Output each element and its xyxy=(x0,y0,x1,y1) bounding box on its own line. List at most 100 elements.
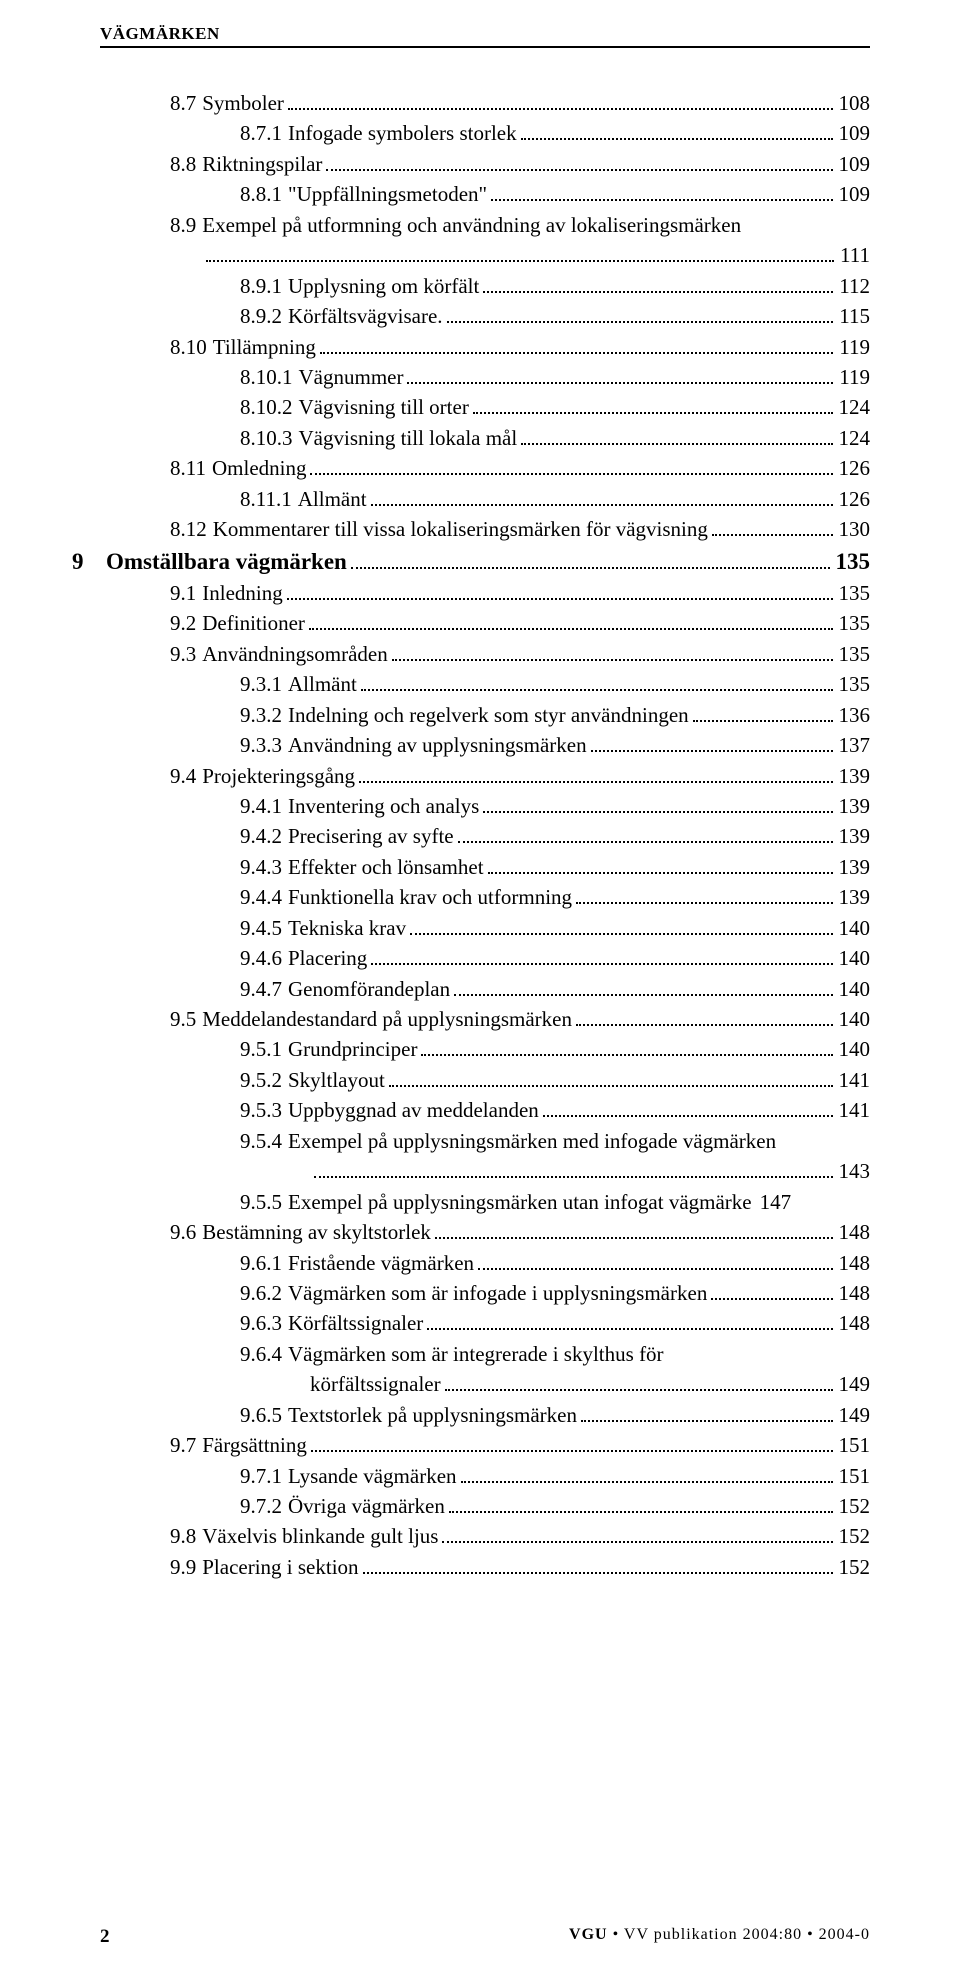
toc-title: Riktningspilar xyxy=(196,149,322,179)
toc-entry: 9.6.3Körfältssignaler148 xyxy=(100,1308,870,1338)
toc-leader xyxy=(461,1481,833,1483)
toc-leader xyxy=(288,108,833,110)
toc-number: 9.8 xyxy=(170,1521,196,1551)
toc-title: Effekter och lönsamhet xyxy=(282,852,484,882)
toc-leader xyxy=(711,1298,832,1300)
toc-leader xyxy=(576,1024,833,1026)
toc-entry: 8.10Tillämpning119 xyxy=(100,332,870,362)
toc-leader xyxy=(389,1085,833,1087)
page-header: VÄGMÄRKEN xyxy=(100,24,870,48)
toc-entry: 9.2Definitioner135 xyxy=(100,608,870,638)
toc-title: Bestämning av skyltstorlek xyxy=(196,1217,431,1247)
toc-number: 8.12 xyxy=(170,514,207,544)
toc-entry: 9.7Färgsättning151 xyxy=(100,1430,870,1460)
toc-page: 140 xyxy=(837,1004,871,1034)
toc-entry: 9.6.4Vägmärken som är integrerade i skyl… xyxy=(100,1339,870,1369)
footer-publication: VGU • VV publikation 2004:80 • 2004-0 xyxy=(569,1926,870,1948)
toc-entry: 8.8Riktningspilar109 xyxy=(100,149,870,179)
toc-leader xyxy=(478,1268,832,1270)
toc-title: Placering xyxy=(282,943,367,973)
toc-title: Inledning xyxy=(196,578,282,608)
toc-leader xyxy=(491,199,832,201)
toc-entry: 8.7Symboler108 xyxy=(100,88,870,118)
toc-leader xyxy=(326,169,832,171)
toc-page: 139 xyxy=(837,761,871,791)
toc-title: Projekteringsgång xyxy=(196,761,355,791)
toc-page: 152 xyxy=(837,1491,871,1521)
toc-page: 115 xyxy=(837,301,870,331)
toc-entry: 9.1Inledning135 xyxy=(100,578,870,608)
toc-page: 108 xyxy=(837,88,871,118)
toc-page: 148 xyxy=(837,1308,871,1338)
toc-leader xyxy=(581,1420,833,1422)
document-page: VÄGMÄRKEN 8.7Symboler1088.7.1Infogade sy… xyxy=(0,0,960,1976)
toc-title: Exempel på upplysningsmärken utan infoga… xyxy=(282,1187,752,1217)
toc-title: Precisering av syfte xyxy=(282,821,454,851)
toc-number: 9.3.2 xyxy=(240,700,282,730)
toc-entry: 9.3.1Allmänt135 xyxy=(100,669,870,699)
toc-number: 9.4 xyxy=(170,761,196,791)
toc-page: 124 xyxy=(837,392,871,422)
toc-leader xyxy=(488,872,833,874)
toc-title: Funktionella krav och utformning xyxy=(282,882,572,912)
toc-number: 9.6.1 xyxy=(240,1248,282,1278)
toc-entry: 8.9.2Körfältsvägvisare.115 xyxy=(100,301,870,331)
toc-page: 141 xyxy=(837,1065,871,1095)
toc-title: Exempel på utformning och användning av … xyxy=(196,210,741,240)
toc-leader xyxy=(206,260,834,262)
toc-page: 139 xyxy=(837,882,871,912)
toc-page: 135 xyxy=(837,578,871,608)
toc-page: 124 xyxy=(837,423,871,453)
toc-page: 109 xyxy=(837,179,871,209)
toc-page: 137 xyxy=(837,730,871,760)
toc-leader xyxy=(543,1115,833,1117)
toc-page: 151 xyxy=(837,1461,871,1491)
toc-title: körfältssignaler xyxy=(310,1369,441,1399)
toc-page: 152 xyxy=(837,1521,871,1551)
toc-entry: 8.7.1Infogade symbolers storlek109 xyxy=(100,118,870,148)
toc-number: 9.7 xyxy=(170,1430,196,1460)
toc-title: Inventering och analys xyxy=(282,791,479,821)
toc-entry: 8.9.1Upplysning om körfält112 xyxy=(100,271,870,301)
toc-title: Vägvisning till orter xyxy=(293,392,469,422)
toc-title: Vägnummer xyxy=(293,362,404,392)
toc-leader xyxy=(591,750,833,752)
toc-title: Omställbara vägmärken xyxy=(100,545,347,578)
toc-title: Färgsättning xyxy=(196,1430,307,1460)
toc-leader xyxy=(576,902,832,904)
toc-number: 9.5.2 xyxy=(240,1065,282,1095)
toc-leader xyxy=(521,443,832,445)
toc-title: "Uppfällningsmetoden" xyxy=(282,179,487,209)
toc-title: Meddelandestandard på upplysningsmärken xyxy=(196,1004,572,1034)
toc-title: Exempel på upplysningsmärken med infogad… xyxy=(282,1126,776,1156)
toc-number: 8.7 xyxy=(170,88,196,118)
toc-entry: 9.4.4Funktionella krav och utformning139 xyxy=(100,882,870,912)
toc-title: Skyltlayout xyxy=(282,1065,385,1095)
toc-leader xyxy=(421,1054,832,1056)
toc-page: 119 xyxy=(837,332,870,362)
toc-title: Vägmärken som är integrerade i skylthus … xyxy=(282,1339,664,1369)
toc-entry: 8.10.3Vägvisning till lokala mål124 xyxy=(100,423,870,453)
toc-number: 9.9 xyxy=(170,1552,196,1582)
toc-leader xyxy=(483,291,833,293)
toc-entry: 8.11Omledning126 xyxy=(100,453,870,483)
toc-page: 147 xyxy=(758,1187,792,1217)
toc-title: Allmänt xyxy=(292,484,367,514)
toc-title: Lysande vägmärken xyxy=(282,1461,457,1491)
toc-chapter-number: 9 xyxy=(72,545,100,578)
toc-number: 9.5.5 xyxy=(240,1187,282,1217)
toc-page: 140 xyxy=(837,1034,871,1064)
toc-number: 9.6.5 xyxy=(240,1400,282,1430)
toc-number: 9.5 xyxy=(170,1004,196,1034)
toc-number: 9.5.1 xyxy=(240,1034,282,1064)
toc-title: Tillämpning xyxy=(207,332,316,362)
toc-number: 9.6.3 xyxy=(240,1308,282,1338)
toc-entry: 9.4.3Effekter och lönsamhet139 xyxy=(100,852,870,882)
table-of-contents: 8.7Symboler1088.7.1Infogade symbolers st… xyxy=(100,88,870,1582)
toc-entry: 9.4.1Inventering och analys139 xyxy=(100,791,870,821)
toc-entry: 9.5.1Grundprinciper140 xyxy=(100,1034,870,1064)
toc-leader xyxy=(454,994,832,996)
toc-title: Infogade symbolers storlek xyxy=(282,118,517,148)
toc-title: Textstorlek på upplysningsmärken xyxy=(282,1400,577,1430)
toc-entry: 9.4.2Precisering av syfte139 xyxy=(100,821,870,851)
